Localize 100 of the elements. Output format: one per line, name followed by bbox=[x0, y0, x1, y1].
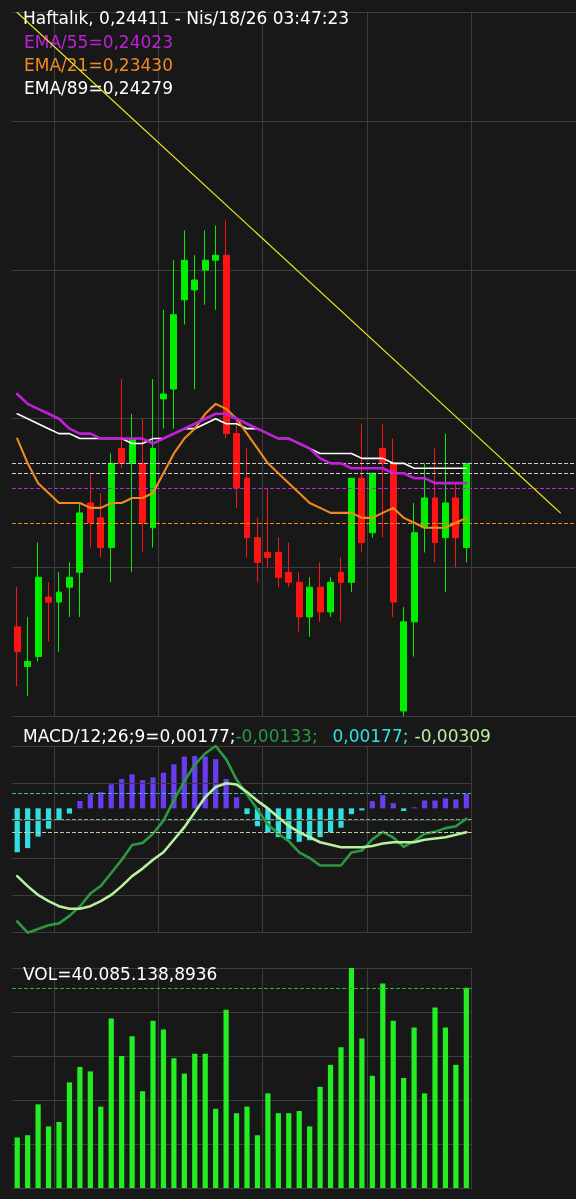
candlestick bbox=[14, 586, 21, 687]
bar bbox=[160, 1029, 167, 1188]
bar bbox=[25, 1135, 31, 1188]
candlestick bbox=[275, 537, 282, 588]
candlestick bbox=[139, 418, 146, 554]
bar bbox=[442, 1027, 449, 1188]
candlestick bbox=[212, 225, 219, 311]
text: -0,00309 bbox=[414, 725, 491, 746]
bar bbox=[98, 1106, 104, 1188]
bar bbox=[380, 983, 386, 1188]
candlestick bbox=[254, 517, 261, 583]
bar bbox=[286, 1113, 292, 1188]
candlestick bbox=[24, 616, 31, 697]
bar bbox=[233, 797, 240, 809]
chart-title: MACD/12;26;9=0,00177; bbox=[23, 725, 236, 746]
bar bbox=[275, 1113, 281, 1188]
candlestick bbox=[369, 472, 376, 539]
candlestick bbox=[296, 571, 303, 633]
candlestick bbox=[66, 561, 73, 618]
candlestick bbox=[87, 472, 94, 549]
bar bbox=[338, 1047, 344, 1188]
bar bbox=[421, 1093, 428, 1188]
bar bbox=[390, 1020, 396, 1188]
bar bbox=[45, 808, 52, 829]
candlestick bbox=[223, 220, 230, 440]
bar bbox=[421, 800, 428, 809]
candlestick bbox=[45, 581, 52, 643]
candlestick bbox=[97, 492, 104, 558]
bar bbox=[171, 1058, 177, 1188]
bar bbox=[45, 1126, 52, 1188]
candlestick bbox=[452, 482, 459, 568]
bar bbox=[432, 800, 438, 809]
bar bbox=[453, 1064, 459, 1188]
candlestick bbox=[181, 229, 188, 326]
bar bbox=[348, 968, 355, 1188]
bar bbox=[401, 808, 407, 811]
candlestick bbox=[338, 556, 344, 623]
bar bbox=[77, 801, 83, 809]
chart-title: Haftalık, 0,24411 - Nis/18/26 03:47:23 bbox=[23, 7, 350, 28]
candlestick bbox=[432, 447, 438, 563]
candlestick bbox=[150, 378, 156, 549]
candlestick bbox=[118, 378, 125, 469]
candlestick bbox=[244, 447, 250, 558]
bar bbox=[369, 1075, 375, 1188]
bar bbox=[453, 799, 459, 809]
series-label: -0,00133; bbox=[235, 725, 318, 746]
bar bbox=[359, 1038, 365, 1188]
candlestick bbox=[285, 542, 292, 588]
bar bbox=[108, 784, 114, 809]
candlestick bbox=[76, 502, 83, 618]
bar bbox=[327, 1064, 334, 1188]
bar bbox=[14, 808, 20, 853]
candlestick bbox=[317, 561, 324, 623]
bar bbox=[56, 808, 62, 821]
bar bbox=[14, 1137, 20, 1188]
candlestick bbox=[400, 606, 407, 717]
bar bbox=[254, 1135, 261, 1188]
bar bbox=[181, 1073, 187, 1188]
candlestick bbox=[411, 502, 418, 658]
bar bbox=[244, 1106, 250, 1188]
candlestick bbox=[202, 229, 209, 306]
bar bbox=[307, 1126, 313, 1188]
bar bbox=[171, 764, 177, 809]
bar bbox=[119, 1056, 125, 1188]
bar bbox=[442, 798, 449, 809]
text: 0,00177; bbox=[332, 725, 409, 746]
candlestick bbox=[35, 542, 42, 662]
candlestick bbox=[306, 576, 313, 638]
bar bbox=[87, 794, 93, 809]
bar bbox=[56, 1122, 62, 1188]
candlestick bbox=[442, 433, 449, 593]
candlestick bbox=[327, 576, 334, 618]
chart-title: VOL=40.085.138,8936 bbox=[23, 963, 218, 984]
bar bbox=[66, 1082, 73, 1188]
bar bbox=[77, 1067, 83, 1188]
candlestick bbox=[191, 254, 198, 390]
bar bbox=[66, 808, 73, 814]
candlestick bbox=[421, 462, 428, 554]
bar bbox=[129, 1036, 135, 1188]
bar bbox=[150, 777, 156, 809]
candlestick bbox=[108, 452, 115, 583]
candlestick bbox=[463, 462, 470, 563]
candlestick bbox=[348, 477, 355, 593]
bar bbox=[432, 1007, 438, 1188]
bar bbox=[380, 795, 386, 809]
bar bbox=[108, 1018, 114, 1188]
bar bbox=[401, 1078, 407, 1188]
bar bbox=[98, 792, 104, 809]
bar bbox=[25, 808, 31, 849]
bar bbox=[390, 803, 396, 809]
bar bbox=[87, 1071, 93, 1188]
bar bbox=[213, 1108, 219, 1188]
bar bbox=[265, 1093, 271, 1188]
bar bbox=[359, 808, 365, 811]
bar bbox=[35, 1104, 41, 1188]
candlestick bbox=[390, 438, 397, 618]
bar bbox=[463, 793, 469, 809]
bar bbox=[192, 1053, 198, 1188]
candlestick bbox=[170, 259, 177, 430]
candlestick bbox=[56, 571, 62, 653]
